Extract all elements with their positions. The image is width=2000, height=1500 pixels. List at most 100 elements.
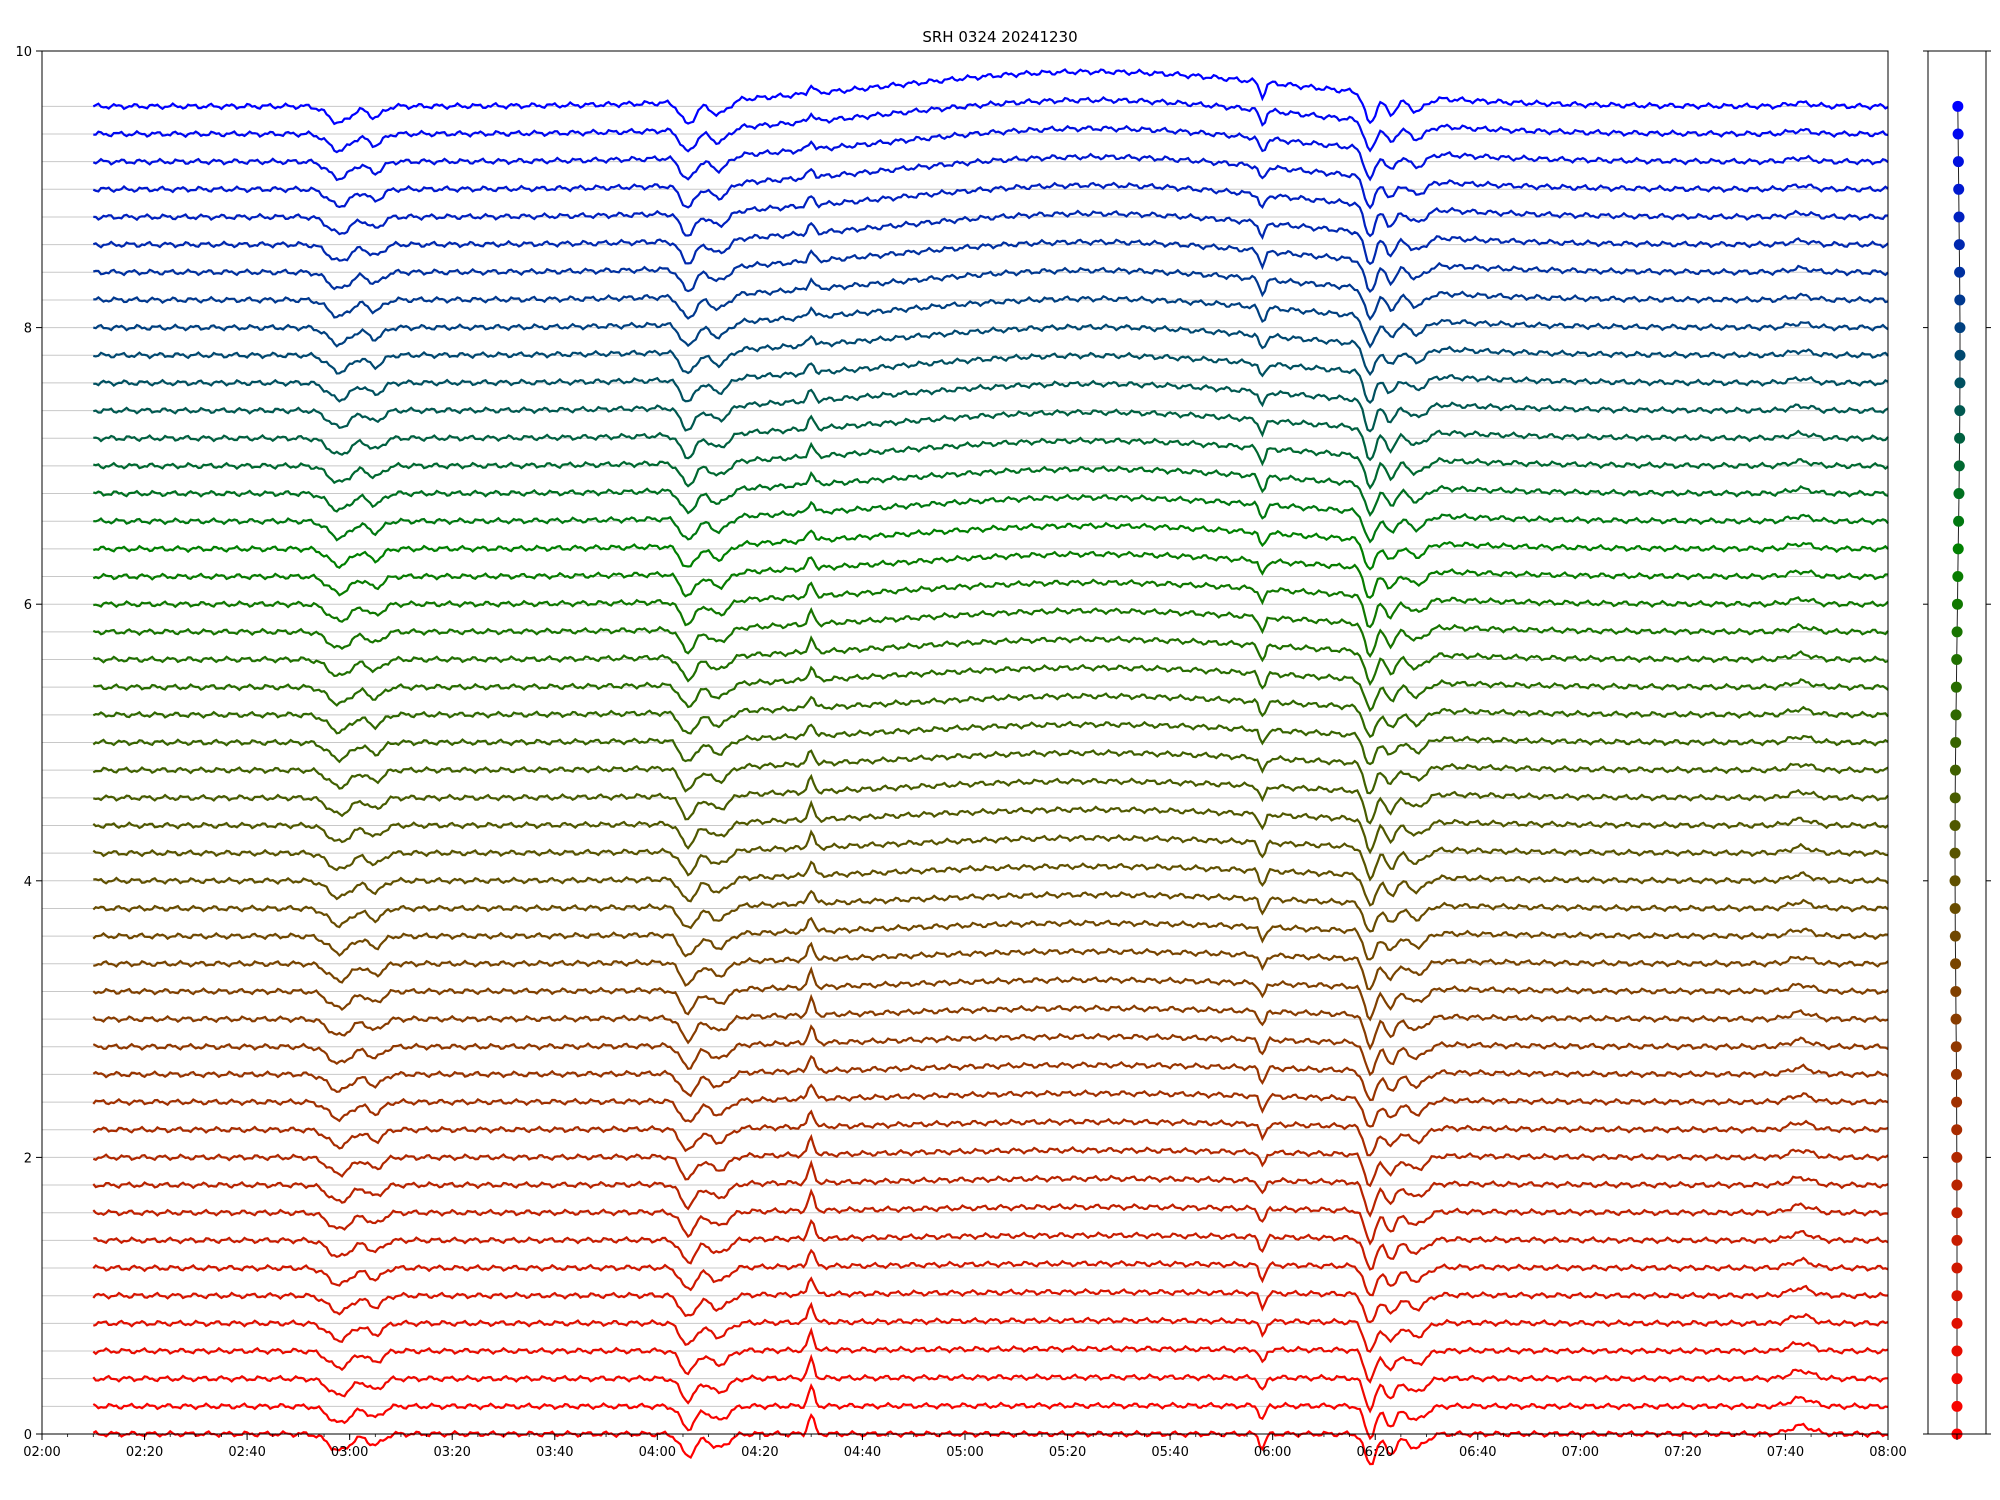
trace-line (92, 1109, 1889, 1157)
trace-line (93, 578, 1889, 629)
side-point (1952, 571, 1964, 583)
trace-line (92, 606, 1889, 658)
x-tick-label: 07:20 (1664, 1445, 1701, 1460)
side-point (1951, 1124, 1963, 1136)
trace-line (92, 1188, 1889, 1246)
y-tick-label: 8 (24, 322, 32, 337)
side-series (1949, 100, 1966, 1440)
side-point (1951, 598, 1963, 610)
trace-line (92, 1159, 1889, 1218)
x-tick-label: 03:00 (331, 1445, 368, 1460)
trace-line (92, 889, 1889, 933)
chart-title: SRH 0324 20241230 (922, 28, 1077, 46)
y-axis-ticks: 0 2 4 6 8 10 (15, 45, 42, 1443)
side-point (1951, 1234, 1963, 1246)
trace-line (93, 96, 1889, 154)
side-point (1950, 1068, 1962, 1080)
trace-line (92, 799, 1889, 855)
side-point (1949, 847, 1961, 859)
trace-line (92, 966, 1889, 1022)
trace-line (93, 773, 1889, 825)
x-tick-label: 05:00 (946, 1445, 983, 1460)
trace-line (92, 1353, 1888, 1414)
trace-line (93, 181, 1889, 238)
side-point (1951, 1151, 1963, 1163)
trace-line (92, 1301, 1889, 1353)
main-plot-area: 02:00 02:20 02:40 03:00 03:20 03:40 04:00 04:20… (15, 45, 1907, 1466)
trace-lines (92, 68, 1889, 1466)
trace-line (93, 379, 1889, 433)
side-point (1950, 737, 1962, 748)
trace-line (92, 1083, 1889, 1128)
side-point (1949, 819, 1961, 831)
trace-line (92, 1024, 1889, 1077)
side-point (1951, 1262, 1963, 1274)
trace-line (92, 1383, 1889, 1441)
x-tick-label: 04:40 (844, 1445, 881, 1460)
side-point (1952, 543, 1964, 555)
y-tick-label: 6 (24, 598, 32, 613)
trace-line (92, 1054, 1889, 1102)
trace-line (92, 238, 1889, 293)
trace-line (93, 436, 1889, 490)
trace-line (93, 408, 1889, 462)
side-point (1949, 792, 1961, 804)
trace-line (92, 1326, 1889, 1384)
x-tick-label: 02:40 (228, 1445, 265, 1460)
side-point (1953, 488, 1965, 500)
trace-line (92, 152, 1889, 210)
x-tick-label: 05:40 (1151, 1445, 1188, 1460)
side-axis-ticks (1923, 50, 1991, 1440)
trace-line (92, 916, 1889, 961)
side-point (1954, 266, 1966, 278)
trace-line (93, 323, 1889, 377)
side-point (1952, 100, 1964, 112)
trace-line (92, 550, 1888, 599)
x-tick-label: 02:20 (126, 1445, 163, 1460)
side-point (1950, 681, 1962, 693)
trace-line (92, 829, 1889, 882)
side-plot-area (1923, 50, 1991, 1440)
side-point (1953, 460, 1965, 472)
trace-line (93, 294, 1889, 349)
trace-line (93, 1218, 1889, 1271)
x-tick-label: 02:00 (23, 1445, 60, 1460)
trace-line (92, 521, 1889, 571)
side-point (1949, 764, 1961, 776)
trace-line (92, 68, 1889, 126)
x-axis-ticks: 02:00 02:20 02:40 03:00 03:20 03:40 04:00 04:20… (23, 1434, 1907, 1460)
side-point (1953, 515, 1965, 527)
trace-line (93, 351, 1889, 404)
trace-line (92, 1133, 1889, 1188)
trace-line (92, 1276, 1888, 1324)
trace-line (92, 635, 1889, 687)
x-tick-label: 04:20 (741, 1445, 778, 1460)
side-point (1953, 239, 1965, 251)
y-tick-label: 4 (24, 875, 32, 890)
side-point (1951, 626, 1963, 638)
trace-line (93, 266, 1889, 321)
side-point (1951, 1373, 1963, 1385)
trace-line (93, 860, 1889, 907)
side-point (1950, 985, 1962, 997)
side-point (1951, 654, 1963, 666)
trace-line (92, 1248, 1889, 1297)
x-tick-label: 03:20 (433, 1445, 470, 1460)
side-point (1949, 902, 1961, 914)
side-point (1953, 183, 1965, 195)
x-tick-label: 06:00 (1254, 1445, 1291, 1460)
trace-line (92, 692, 1889, 739)
x-tick-label: 03:40 (536, 1445, 573, 1460)
trace-line (93, 493, 1889, 544)
trace-line (92, 993, 1889, 1051)
side-point (1954, 294, 1966, 306)
side-point (1951, 1345, 1963, 1357)
side-point (1950, 1013, 1962, 1025)
trace-line (92, 465, 1889, 518)
side-point (1953, 211, 1965, 223)
x-tick-label: 06:40 (1459, 1445, 1496, 1460)
side-point (1951, 1207, 1963, 1219)
y-tick-label: 10 (15, 45, 32, 60)
side-point (1954, 349, 1966, 361)
